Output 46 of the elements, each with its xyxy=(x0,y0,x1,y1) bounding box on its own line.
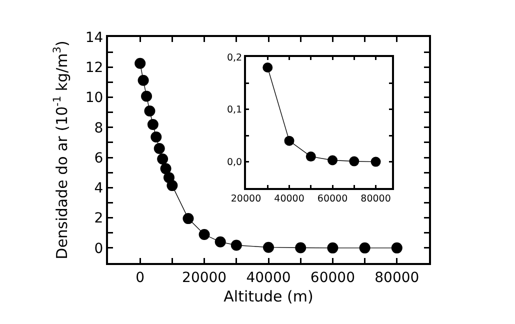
point xyxy=(328,155,338,166)
y-tick-label: 0,2 xyxy=(226,52,242,64)
point xyxy=(138,74,149,86)
point xyxy=(306,152,316,162)
x-tick-label: 40000 xyxy=(246,270,291,286)
point xyxy=(141,90,152,102)
x-tick-label: 0 xyxy=(136,270,145,286)
point xyxy=(160,163,172,174)
point xyxy=(359,242,370,254)
y-tick-label: 12 xyxy=(85,60,104,76)
point xyxy=(295,242,306,254)
point xyxy=(370,156,381,167)
y-tick-label: 0 xyxy=(94,240,104,257)
point xyxy=(284,136,294,146)
y-tick-label: 2 xyxy=(94,210,104,227)
point xyxy=(262,62,273,72)
point xyxy=(144,105,156,116)
point xyxy=(391,242,402,254)
point xyxy=(154,142,165,154)
x-tick-label: 60000 xyxy=(317,193,348,204)
x-axis-title: Altitude (m) xyxy=(224,287,314,306)
point xyxy=(349,156,360,166)
x-tick-label: 40000 xyxy=(274,193,304,204)
point xyxy=(327,242,338,254)
point xyxy=(134,58,146,69)
x-tick-label: 20000 xyxy=(230,193,262,204)
x-tick-label: 80000 xyxy=(360,193,391,204)
point xyxy=(150,132,162,143)
point xyxy=(198,229,210,240)
y-tick-label: 10 xyxy=(85,90,104,106)
x-tick-label: 80000 xyxy=(374,270,420,286)
point xyxy=(157,154,168,165)
point xyxy=(214,236,226,248)
x-tick-label: 60000 xyxy=(310,270,355,286)
y-tick-label: 0,0 xyxy=(226,157,242,168)
point xyxy=(182,213,194,224)
y-tick-label: 8 xyxy=(94,120,104,136)
point xyxy=(263,242,274,253)
y-tick-label: 14 xyxy=(85,30,104,46)
x-tick-label: 20000 xyxy=(182,270,227,286)
y-tick-label: 6 xyxy=(94,150,104,166)
point xyxy=(230,240,242,251)
y-tick-label: 0,1 xyxy=(226,104,242,116)
point xyxy=(147,119,158,130)
point xyxy=(166,180,178,192)
y-tick-label: 4 xyxy=(94,180,104,197)
